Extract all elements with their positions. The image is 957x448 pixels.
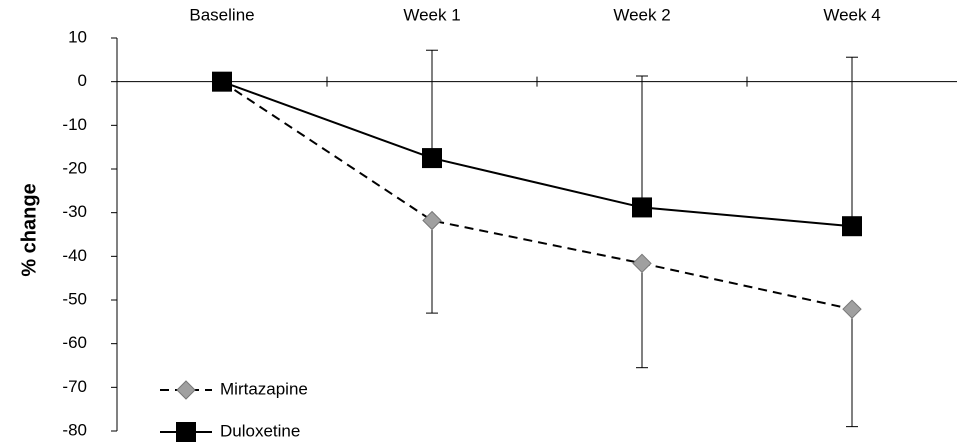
data-point [632,197,652,218]
y-tick-label: -20 [62,158,87,177]
legend-label: Mirtazapine [220,379,308,398]
y-tick-label: -50 [62,289,87,308]
y-tick-label: 10 [68,27,87,46]
legend-label: Duloxetine [220,421,300,440]
y-tick-label: 0 [78,71,87,90]
series-line [221,80,853,311]
x-tick-label: Week 1 [403,5,460,24]
data-point [842,216,862,237]
data-point [842,299,862,319]
data-point [212,71,232,92]
y-tick-label: -30 [62,202,87,221]
y-axis-label: % change [18,183,40,276]
data-point [422,148,442,169]
x-tick-label: Baseline [189,5,254,24]
y-tick-label: -80 [62,420,87,439]
legend-marker [176,380,196,400]
series-line [221,80,853,228]
data-point [632,253,652,274]
y-tick-label: -10 [62,115,87,134]
y-tick-label: -40 [62,246,87,265]
y-tick-label: -60 [62,333,87,352]
y-tick-label: -70 [62,377,87,396]
data-point [422,210,442,231]
x-tick-label: Week 2 [613,5,670,24]
legend-marker [176,422,196,442]
x-tick-label: Week 4 [823,5,880,24]
